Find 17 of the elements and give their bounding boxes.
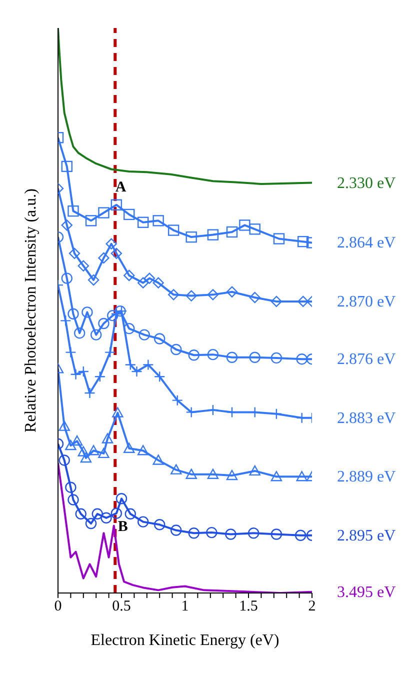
series-label: 2.889 eV	[337, 468, 396, 486]
series-label: 2.864 eV	[337, 234, 396, 252]
series-label: 2.876 eV	[337, 351, 396, 368]
series-label: 3.495 eV	[337, 584, 396, 601]
series-label: 2.870 eV	[337, 293, 396, 310]
x-tick-label: 1	[181, 598, 189, 615]
annotation: B	[118, 519, 128, 536]
x-tick-label: 1.5	[239, 598, 258, 615]
y-axis-title: Relative Photoelectron Intensity (a.u.)	[22, 188, 40, 432]
x-tick-label: 0.5	[112, 598, 131, 615]
series-label: 2.330 eV	[337, 174, 396, 192]
annotation: A	[115, 180, 126, 196]
series-label: 2.883 eV	[337, 410, 396, 427]
series-label: 2.895 eV	[337, 527, 396, 544]
x-tick-label: 0	[54, 598, 62, 615]
x-tick-label: 2	[308, 598, 316, 615]
x-axis-title: Electron Kinetic Energy (eV)	[90, 632, 280, 649]
